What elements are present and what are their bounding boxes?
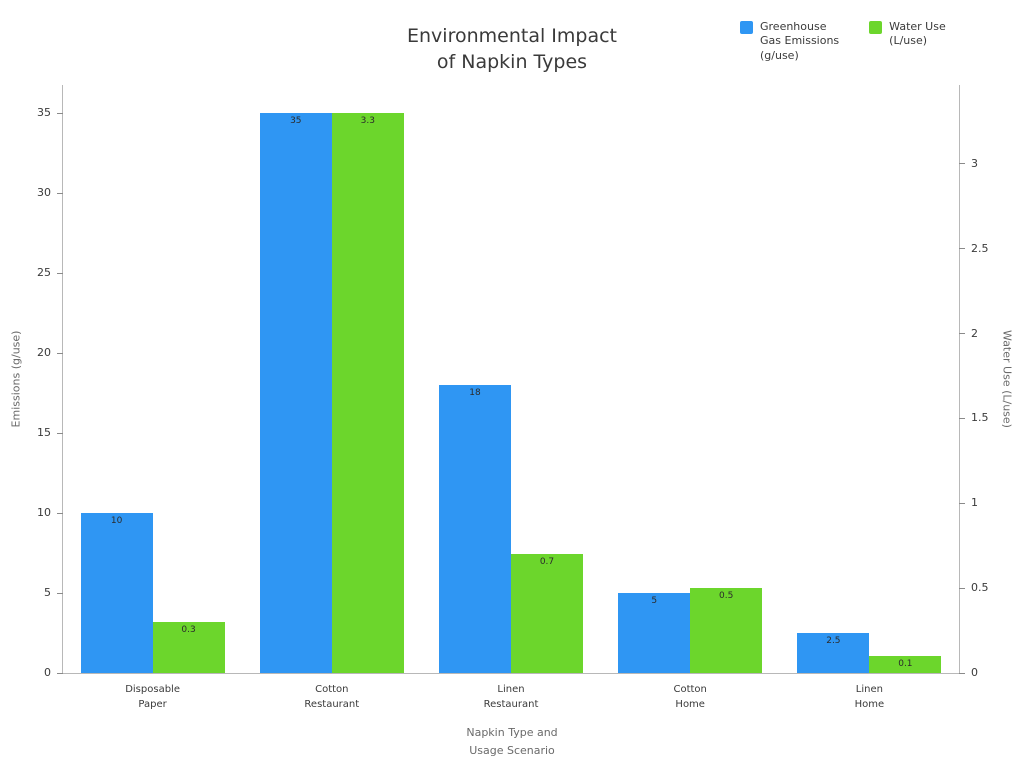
left-tick-mark [57,672,63,674]
left-tick-label: 30 [37,186,51,199]
right-tick-mark [959,417,965,419]
bar-value-label: 0.1 [898,659,913,670]
bar-emissions [259,113,332,673]
left-tick-mark [57,592,63,594]
left-tick-mark [57,432,63,434]
right-tick-label: 2.5 [971,241,989,255]
left-tick-label: 25 [37,266,51,279]
bar-value-label: 3.3 [360,116,375,126]
left-tick-label: 15 [37,426,51,439]
right-tick-label: 0 [971,666,978,679]
right-tick-label: 3 [971,156,978,170]
legend-label-emissions: Greenhouse Gas Emissions (g/use) [760,20,840,62]
bar-value-label: 10 [110,516,123,526]
left-tick-label: 20 [37,346,51,359]
left-tick-label: 10 [37,506,51,519]
bar-value-label: 18 [469,388,481,398]
x-tick-label: Disposable Paper [125,684,180,710]
bar-emissions [439,385,511,673]
water-swatch-icon [869,21,883,34]
bar-value-label: 2.5 [826,636,841,646]
left-tick-mark [57,272,63,274]
legend-item-emissions: Greenhouse Gas Emissions (g/use) [740,20,839,63]
right-tick-label: 2 [971,326,978,340]
right-tick-mark [959,587,965,589]
left-tick-mark [57,352,63,354]
emissions-swatch-icon [740,21,753,34]
plot-area: 0 5 10 15 20 25 30 35 0 0.5 1 1.5 2 2.5 3 Disposable Pa… [37,85,989,710]
left-tick-label: 5 [44,586,51,599]
x-tick-label: Cotton Restaurant [304,684,360,710]
right-tick-mark [959,502,965,504]
x-axis-title: Napkin Type and Usage Scenario [466,726,558,757]
right-tick-label: 1 [971,496,978,510]
x-tick-label: Cotton Home [673,684,707,710]
bar-water [511,554,583,673]
legend-item-water: Water Use (L/use) [869,20,946,63]
right-tick-mark [959,163,965,165]
right-tick-mark [959,248,965,250]
left-tick-mark [57,112,63,114]
x-tick-label: Linen Restaurant [483,684,539,710]
chart-title: Environmental Impact of Napkin Types [407,25,617,73]
bar-water [869,656,942,673]
bar-value-label: 0.7 [539,557,555,568]
bar-value-label: 35 [290,116,302,126]
bar-emissions [80,513,153,673]
right-tick-label: 1.5 [971,411,989,425]
left-tick-mark [57,512,63,514]
bar-water [331,113,404,673]
bar-value-label: 5 [651,596,658,606]
bar-value-label: 0.3 [181,625,196,636]
right-tick-mark [959,672,965,674]
bar-emissions [618,593,691,673]
left-axis-title: Emissions (g/use) [9,330,23,428]
x-tick-label: Linen Home [854,684,885,710]
legend-label-water: Water Use (L/use) [889,20,946,48]
bar-water [690,588,763,673]
left-tick-label: 0 [44,666,51,679]
left-tick-mark [57,192,63,194]
right-tick-label: 0.5 [971,581,989,595]
bar-water [152,622,225,673]
bar-value-label: 0.5 [719,591,734,602]
right-tick-mark [959,333,965,335]
bar-emissions [797,633,870,673]
left-tick-label: 35 [37,106,51,119]
right-axis-title: Water Use (L/use) [1000,330,1014,428]
legend: Greenhouse Gas Emissions (g/use) Water U… [740,20,946,63]
